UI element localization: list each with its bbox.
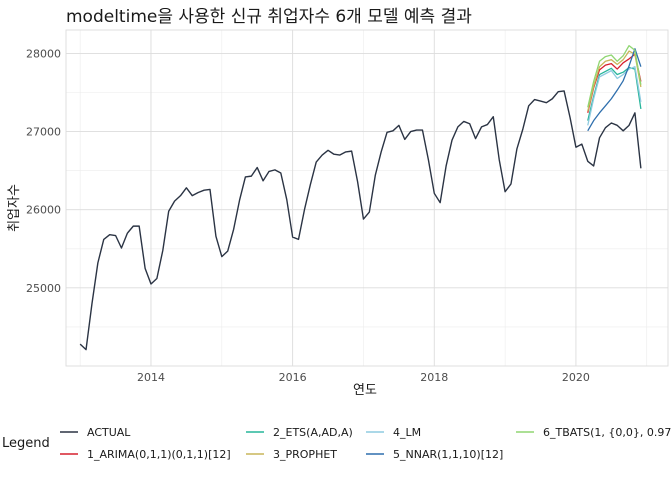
legend-label: 5_NNAR(1,1,10)[12] [393, 448, 503, 461]
x-tick-label: 2018 [420, 371, 448, 384]
legend-label: 6_TBATS(1, {0,0}, 0.971 [543, 426, 672, 439]
plot-area [66, 30, 668, 366]
legend-label: 3_PROPHET [273, 448, 337, 461]
series-line-5 [587, 66, 642, 126]
series-lines [79, 44, 642, 351]
x-tick-label: 2014 [137, 371, 165, 384]
plot-border [65, 29, 669, 367]
legend-label: 1_ARIMA(0,1,1)(0,1,1)[12] [87, 448, 231, 461]
y-tick-label: 25000 [26, 282, 61, 295]
y-tick-label: 27000 [26, 126, 61, 139]
series-line-1 [79, 90, 642, 351]
series-line-7 [587, 44, 642, 108]
series-line-4 [587, 50, 642, 112]
x-axis-ticks: 2014 2016 2018 2020 [137, 371, 590, 384]
legend-title: Legend [2, 436, 50, 451]
series-line-6 [587, 48, 642, 132]
y-tick-label: 28000 [26, 47, 61, 60]
y-tick-label: 26000 [26, 204, 61, 217]
x-axis-title: 연도 [353, 383, 377, 398]
grid [65, 29, 669, 367]
x-tick-label: 2020 [562, 371, 590, 384]
legend-label: 2_ETS(A,AD,A) [273, 426, 353, 439]
legend: Legend ACTUAL 1_ARIMA(0,1,1)(0,1,1)[12] 2_… [2, 426, 672, 461]
chart-title: modeltime을 사용한 신규 취업자수 6개 모델 예측 결과 [66, 7, 472, 27]
legend-label: 4_LM [393, 426, 421, 439]
y-axis-ticks: 25000 26000 27000 28000 [26, 47, 61, 294]
y-axis-title: 취업자수 [7, 184, 22, 232]
legend-label: ACTUAL [87, 426, 131, 439]
x-tick-label: 2016 [279, 371, 307, 384]
